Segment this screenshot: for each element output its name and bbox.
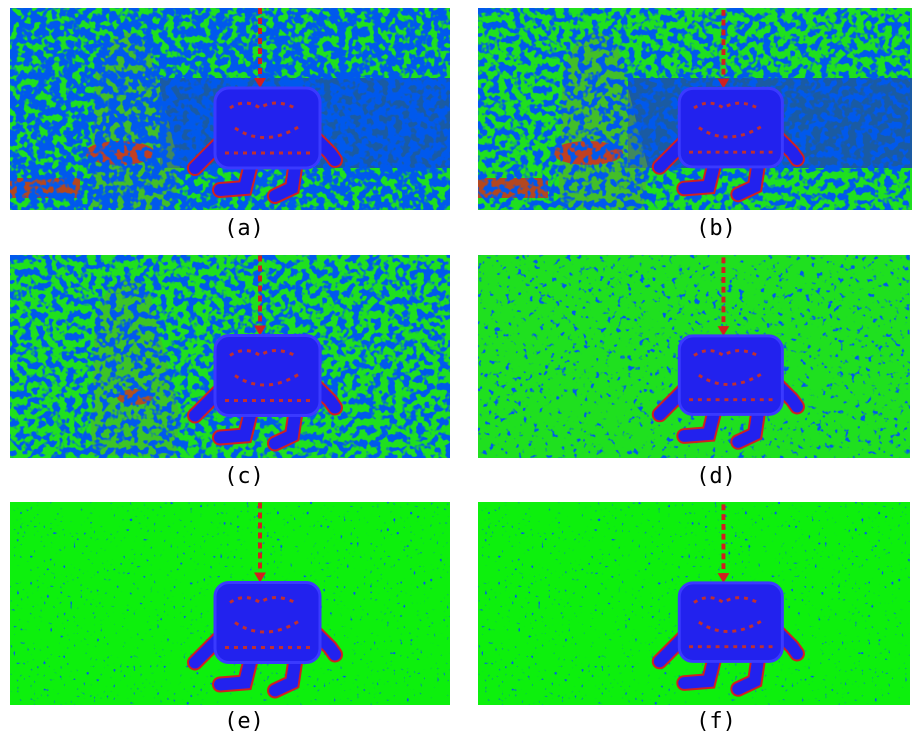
- panel-label: (f): [696, 709, 736, 734]
- panel-label: (c): [224, 464, 264, 489]
- figure: (a) (b) (c) (d) (e) (f): [0, 0, 912, 738]
- panel-label: (a): [224, 216, 264, 241]
- panel: [10, 255, 450, 458]
- panel: [478, 8, 912, 210]
- panel: [478, 502, 910, 705]
- panel: [10, 502, 450, 705]
- panel-label: (d): [696, 464, 736, 489]
- panel: [478, 255, 910, 458]
- panel-label: (e): [224, 709, 264, 734]
- panel-label: (b): [696, 216, 736, 241]
- panel: [10, 8, 450, 210]
